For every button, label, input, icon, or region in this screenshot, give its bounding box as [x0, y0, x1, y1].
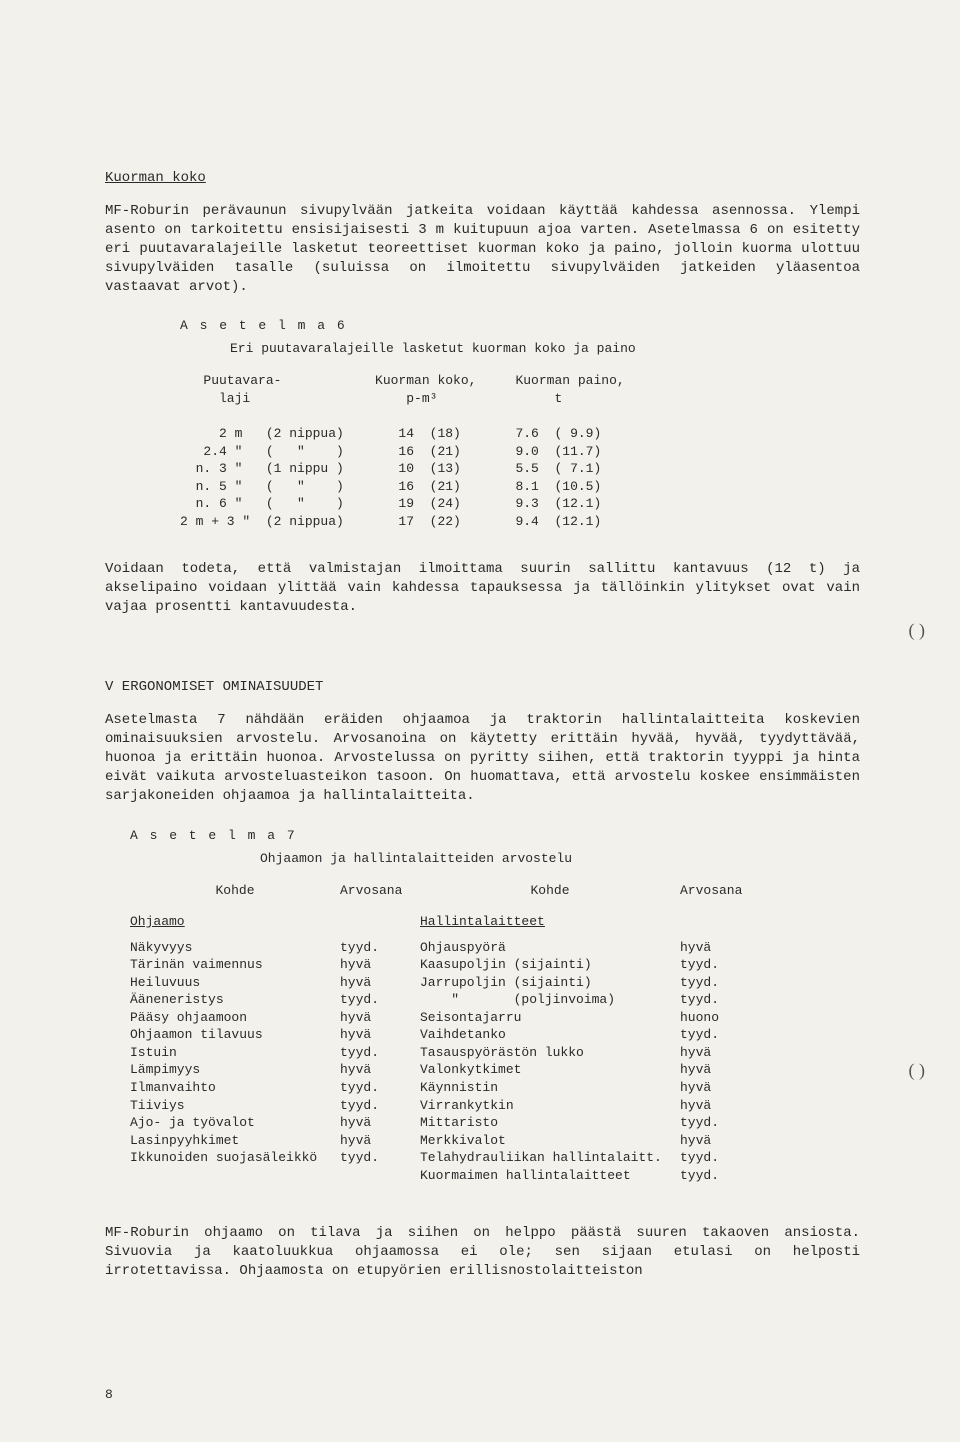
table-row: Istuintyyd.Tasauspyörästön lukkohyvä: [130, 1044, 860, 1062]
margin-paren-1: ( ): [909, 620, 926, 641]
table-row: Tärinän vaimennushyväKaasupoljin (sijain…: [130, 956, 860, 974]
table7-body: Kohde Arvosana Kohde Arvosana Ohjaamo Ha…: [130, 882, 860, 1185]
table-row: Pääsy ohjaamoonhyväSeisontajarruhuono: [130, 1009, 860, 1027]
paragraph-after-t6: Voidaan todeta, että valmistajan ilmoitt…: [105, 560, 860, 617]
table7-title: A s e t e l m a 7: [130, 828, 860, 843]
table-row: Kuormaimen hallintalaitteettyyd.: [130, 1167, 860, 1185]
section-heading-kuorman-koko: Kuorman koko: [105, 170, 860, 186]
table6-title: A s e t e l m a 6: [180, 318, 860, 333]
table-row: Ajo- ja työvalothyväMittaristotyyd.: [130, 1114, 860, 1132]
table6-subtitle: Eri puutavaralajeille lasketut kuorman k…: [230, 341, 860, 356]
table-row: Ohjaamon tilavuushyväVaihdetankotyyd.: [130, 1026, 860, 1044]
table-row: Ääneneristystyyd. " (poljinvoima)tyyd.: [130, 991, 860, 1009]
t7-sub-right: Hallintalaitteet: [420, 913, 680, 931]
table-row: Ilmanvaihtotyyd.Käynnistinhyvä: [130, 1079, 860, 1097]
t7-header-arvo-r: Arvosana: [680, 882, 760, 900]
section-heading-ergonomiset: V ERGONOMISET OMINAISUUDET: [105, 679, 860, 695]
paragraph-after-t7: MF-Roburin ohjaamo on tilava ja siihen o…: [105, 1224, 860, 1281]
table-row: HeiluvuushyväJarrupoljin (sijainti)tyyd.: [130, 974, 860, 992]
table-row: LämpimyyshyväValonkytkimethyvä: [130, 1061, 860, 1079]
paragraph-section2: Asetelmasta 7 nähdään eräiden ohjaamoa j…: [105, 711, 860, 805]
t7-sub-left: Ohjaamo: [130, 913, 340, 931]
table7-subtitle: Ohjaamon ja hallintalaitteiden arvostelu: [260, 851, 860, 866]
table-row: Tiiviystyyd.Virrankytkinhyvä: [130, 1097, 860, 1115]
margin-paren-2: ( ): [909, 1060, 926, 1081]
table-row: Ikkunoiden suojasäleikkötyyd.Telahydraul…: [130, 1149, 860, 1167]
t7-header-kohde-r: Kohde: [420, 882, 680, 900]
table-row: Näkyvyystyyd.Ohjauspyörähyvä: [130, 939, 860, 957]
t7-header-arvo-l: Arvosana: [340, 882, 420, 900]
table6-body: Puutavara- Kuorman koko, Kuorman paino, …: [180, 372, 860, 530]
t7-header-kohde-l: Kohde: [130, 882, 340, 900]
table-row: LasinpyyhkimethyväMerkkivalothyvä: [130, 1132, 860, 1150]
paragraph-intro: MF-Roburin perävaunun sivupylvään jatkei…: [105, 202, 860, 296]
page-number: 8: [105, 1387, 113, 1402]
